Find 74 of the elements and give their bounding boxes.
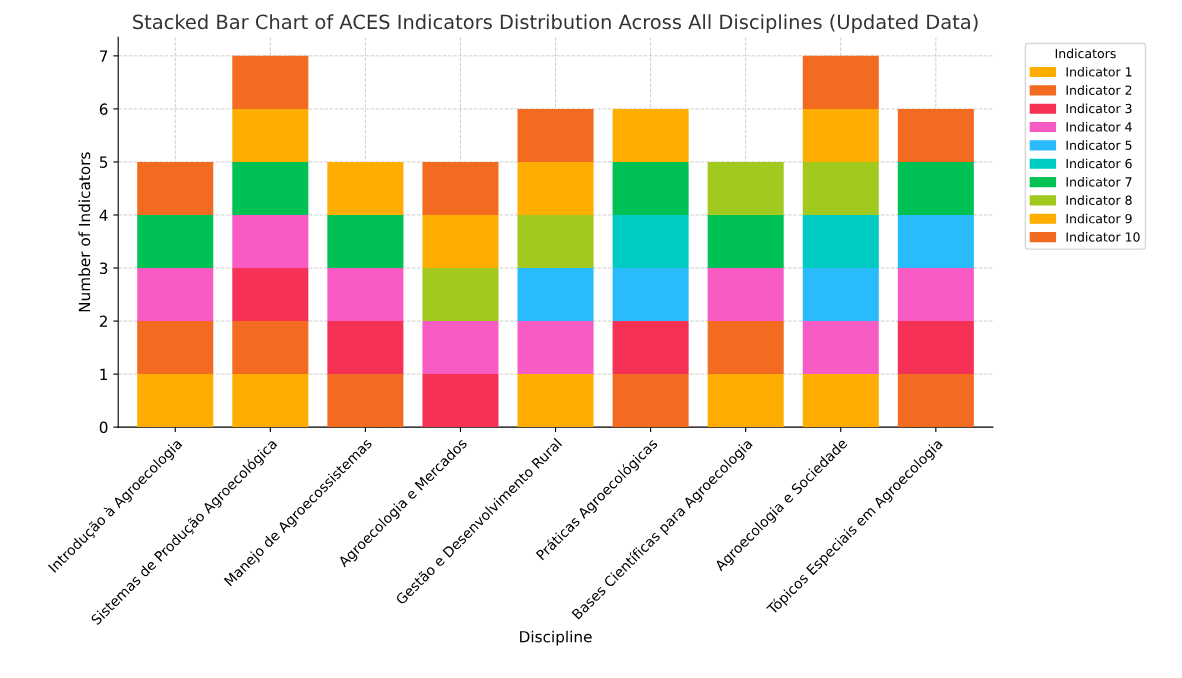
bar	[897, 214, 974, 269]
bar	[422, 374, 499, 428]
bar	[327, 161, 404, 215]
bar	[802, 55, 879, 109]
y-tick-label: 7	[100, 50, 108, 62]
bar	[422, 161, 499, 215]
bar	[802, 268, 879, 322]
legend-label: Indicator 10	[1066, 232, 1140, 242]
bar	[232, 55, 309, 109]
bar	[897, 321, 974, 375]
bar	[802, 214, 879, 269]
y-tick-label: 6	[99, 103, 108, 115]
bar	[897, 374, 974, 428]
bar	[327, 214, 404, 269]
bar	[327, 374, 404, 428]
bar	[137, 268, 214, 322]
y-tick-label: 4	[99, 209, 108, 221]
bar	[897, 161, 974, 215]
bar	[137, 161, 214, 215]
bar	[232, 161, 309, 215]
bar	[517, 161, 594, 215]
bar	[232, 108, 309, 162]
bar	[707, 268, 784, 322]
bar	[707, 321, 784, 375]
bar	[707, 161, 784, 215]
bar	[612, 374, 689, 428]
bar	[517, 108, 594, 162]
bar	[232, 321, 309, 375]
legend-label: Indicator 8	[1066, 195, 1132, 205]
bar	[612, 214, 689, 269]
bar	[232, 374, 309, 428]
bar	[707, 214, 784, 269]
bar	[612, 268, 689, 322]
legend-title: Indicators	[1055, 48, 1116, 59]
bar	[612, 108, 689, 162]
y-tick-label: 2	[99, 315, 107, 327]
bar	[327, 268, 404, 322]
bar	[612, 321, 689, 375]
legend-label: Indicator 1	[1066, 66, 1132, 77]
bar	[232, 268, 309, 322]
legend-label: Indicator 5	[1066, 140, 1132, 150]
bar	[517, 268, 594, 322]
bar	[802, 161, 879, 215]
bar	[802, 108, 879, 162]
chart-title: Stacked Bar Chart of ACES Indicators Distribution Across All Disciplines (Updated Data)	[133, 14, 978, 33]
bar	[517, 214, 594, 269]
bar	[137, 374, 214, 428]
legend-label: Indicator 9	[1066, 213, 1132, 224]
y-tick-label: 0	[99, 421, 108, 434]
x-axis-title: Discipline	[520, 630, 592, 646]
legend-label: Indicator 3	[1066, 103, 1132, 114]
y-tick-label: 3	[99, 262, 108, 275]
bar	[232, 214, 309, 269]
bar	[137, 214, 214, 269]
bar	[707, 374, 784, 428]
bar	[422, 321, 499, 375]
bar	[897, 108, 974, 162]
bar	[517, 321, 594, 375]
bar	[802, 374, 879, 428]
bar	[327, 321, 404, 375]
legend-label: Indicator 6	[1066, 158, 1132, 169]
bar	[517, 374, 594, 428]
bar	[422, 214, 499, 269]
legend-label: Indicator 4	[1066, 121, 1132, 132]
bar	[612, 161, 689, 215]
y-axis-title: Number of Indicators	[78, 152, 91, 312]
bar	[137, 321, 214, 375]
bar	[422, 268, 499, 322]
legend-label: Indicator 7	[1066, 176, 1132, 187]
y-tick-label: 1	[100, 368, 108, 380]
bar	[802, 321, 879, 375]
bar	[897, 268, 974, 322]
legend-label: Indicator 2	[1066, 85, 1132, 95]
y-tick-label: 5	[99, 156, 108, 168]
